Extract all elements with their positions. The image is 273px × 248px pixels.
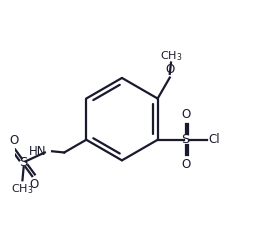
Text: S: S (19, 156, 28, 169)
Text: Cl: Cl (208, 133, 220, 146)
Text: O: O (167, 51, 175, 61)
Text: O: O (181, 158, 191, 171)
Text: O: O (9, 134, 19, 147)
Text: O: O (165, 63, 174, 76)
Text: CH$_3$: CH$_3$ (160, 49, 182, 62)
Text: HN: HN (29, 145, 46, 158)
Text: O: O (181, 108, 191, 121)
Text: O: O (29, 178, 38, 191)
Text: S: S (181, 133, 190, 146)
Text: CH$_3$: CH$_3$ (11, 182, 34, 196)
